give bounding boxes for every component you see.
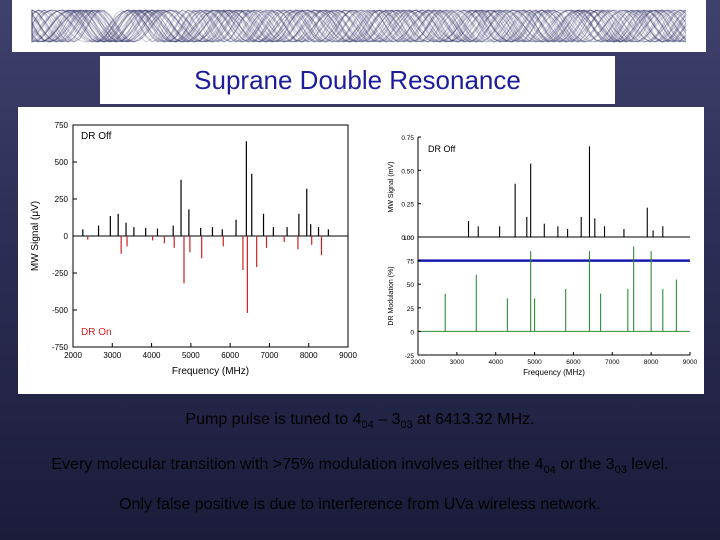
right-bottom-y-tick-label: -25 [405, 353, 415, 360]
banner-wave [31, 9, 687, 43]
title-box: Suprane Double Resonance [100, 56, 615, 104]
banner-wave [31, 9, 687, 43]
right-x-tick-label: 2000 [411, 359, 426, 366]
banner-wave [31, 9, 687, 43]
spectra-figure: 750 500 250 0 -250 -500 -750 2000 3000 4000 5000 60… [18, 107, 704, 394]
banner-wave [31, 9, 687, 43]
caption-pump-pulse: Pump pulse is tuned to 404 – 303 at 6413… [185, 411, 535, 432]
caption-modulation: Every molecular transition with >75% mod… [51, 456, 669, 477]
banner-wave [31, 9, 687, 43]
banner-wave [31, 9, 687, 43]
banner-wave [31, 9, 687, 43]
banner-wave [31, 9, 687, 43]
right-bottom-y-tick-label: 75 [407, 259, 415, 266]
left-y-axis-label: MW Signal (μV) [30, 201, 41, 271]
banner-wave [31, 9, 687, 43]
banner-wave [31, 9, 687, 43]
right-top-y-tick-label: 0.25 [401, 202, 414, 209]
left-y-tick-label: 500 [55, 158, 69, 167]
caption-false-positive: Only false positive is due to interferen… [119, 496, 601, 513]
banner-wave [31, 9, 687, 43]
right-annotation-dr-off: DR Off [428, 144, 456, 154]
banner-wave [31, 9, 687, 43]
banner-wave [31, 9, 687, 43]
left-x-tick-label: 7000 [261, 351, 279, 360]
banner-wave [31, 9, 687, 43]
right-x-tick-label: 7000 [605, 359, 620, 366]
left-y-tick-label: -500 [52, 306, 69, 315]
banner-pattern [12, 0, 706, 52]
right-x-tick-label: 6000 [566, 359, 581, 366]
right-top-y-axis-label: MW Signal (mV) [388, 162, 395, 213]
slide-title: Suprane Double Resonance [194, 64, 521, 95]
left-annotation-dr-off: DR Off [81, 131, 112, 142]
banner-wave [31, 9, 687, 43]
left-x-tick-label: 8000 [300, 351, 318, 360]
banner-wave [31, 9, 687, 43]
banner-wave [31, 9, 687, 43]
banner-wave [31, 9, 687, 43]
banner-wave [31, 9, 687, 43]
left-y-tick-label: 250 [55, 195, 69, 204]
banner-wave [31, 9, 687, 43]
banner-wave [31, 9, 687, 43]
left-y-tick-label: 750 [55, 121, 69, 130]
left-x-tick-label: 6000 [221, 351, 239, 360]
banner-wave [31, 9, 687, 43]
right-top-y-tick-label: 0.00 [401, 235, 414, 242]
left-x-tick-label: 2000 [64, 351, 82, 360]
right-bottom-y-tick-label: 25 [407, 306, 415, 313]
right-x-tick-label: 4000 [488, 359, 503, 366]
banner-wave [31, 9, 687, 43]
right-top-y-tick-label: 0.75 [401, 135, 414, 142]
left-y-tick-label: -750 [52, 343, 69, 352]
banner-wave [31, 9, 687, 43]
right-x-axis-label: Frequency (MHz) [523, 368, 585, 377]
top-banner [12, 0, 706, 52]
banner-wave [31, 9, 687, 43]
right-bottom-y-axis-label: DR Modulation (%) [388, 266, 395, 325]
left-x-axis-label: Frequency (MHz) [172, 366, 249, 377]
left-x-tick-label: 5000 [182, 351, 200, 360]
banner-wave [31, 9, 687, 43]
right-x-tick-label: 3000 [450, 359, 465, 366]
right-top-y-tick-label: 0.50 [401, 168, 414, 175]
right-bottom-y-tick-label: 100 [403, 235, 414, 242]
left-annotation-dr-on: DR On [81, 327, 112, 338]
banner-wave [31, 9, 687, 43]
banner-wave [31, 9, 687, 43]
banner-wave [31, 9, 687, 43]
banner-wave [31, 9, 687, 43]
right-x-tick-label: 8000 [644, 359, 659, 366]
left-y-tick-label: -250 [52, 269, 69, 278]
left-x-tick-label: 4000 [143, 351, 161, 360]
left-y-tick-label: 0 [64, 232, 69, 241]
banner-wave [31, 9, 687, 43]
banner-wave [31, 9, 687, 43]
right-x-tick-label: 5000 [527, 359, 542, 366]
left-x-tick-label: 3000 [103, 351, 121, 360]
banner-wave [31, 9, 687, 43]
banner-wave [31, 9, 687, 43]
left-x-tick-label: 9000 [339, 351, 357, 360]
banner-wave [31, 9, 687, 43]
banner-wave [31, 9, 687, 43]
banner-wave [31, 9, 687, 43]
right-x-tick-label: 9000 [683, 359, 698, 366]
banner-wave [31, 9, 687, 43]
right-bottom-y-tick-label: 50 [407, 282, 415, 289]
banner-wave [31, 9, 687, 43]
right-bottom-y-tick-label: 0 [410, 329, 414, 336]
banner-wave [31, 9, 687, 43]
